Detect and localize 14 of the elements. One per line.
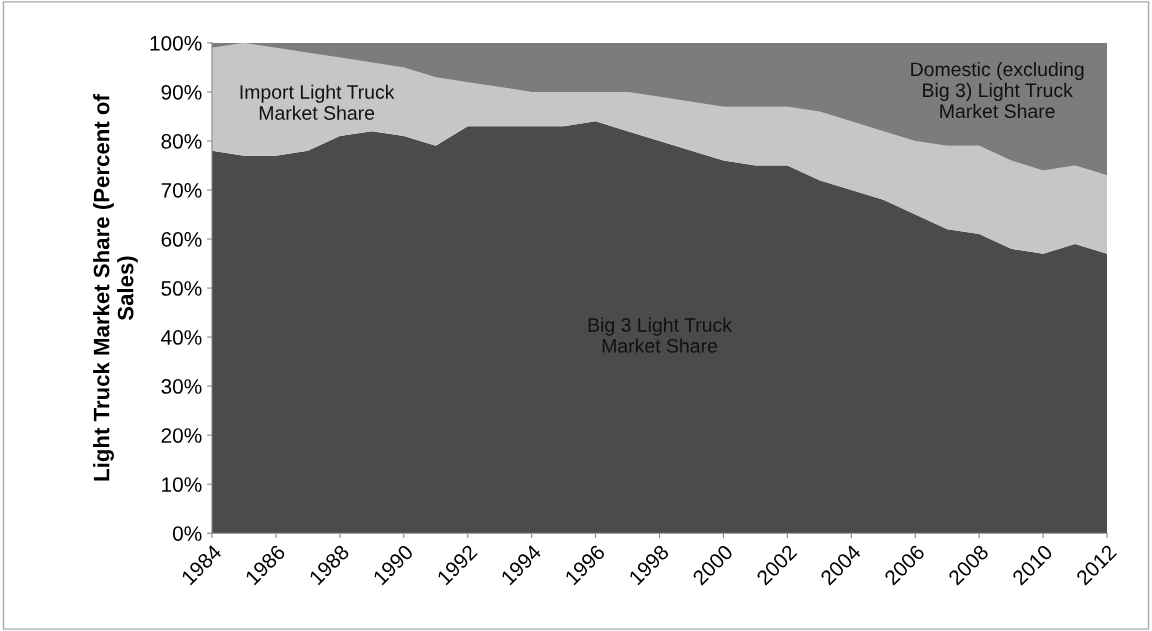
y-tick-label: 10% [162,477,202,492]
y-tick-label: 80% [161,133,202,149]
y-tick-label: 70% [161,183,202,198]
y-tick-label: 40% [161,330,202,345]
annotation: Domestic (excluding Big 3) Light Truck Market Share [911,61,1084,119]
y-tick-label: 60% [161,232,202,247]
annotation: Import Light Truck Market Share [240,84,395,120]
y-tick-label: 100% [150,35,202,51]
y-tick-label: 20% [161,428,202,443]
y-tick-label: 0% [172,526,202,541]
y-tick-label: 90% [161,84,202,100]
y-tick-label: 30% [161,379,202,394]
y-axis-title: Light Truck Market Share (Percent of Sales) [93,94,138,481]
y-tick-label: 50% [161,281,202,296]
